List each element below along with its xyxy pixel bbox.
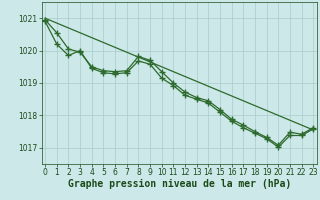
X-axis label: Graphe pression niveau de la mer (hPa): Graphe pression niveau de la mer (hPa) (68, 179, 291, 189)
